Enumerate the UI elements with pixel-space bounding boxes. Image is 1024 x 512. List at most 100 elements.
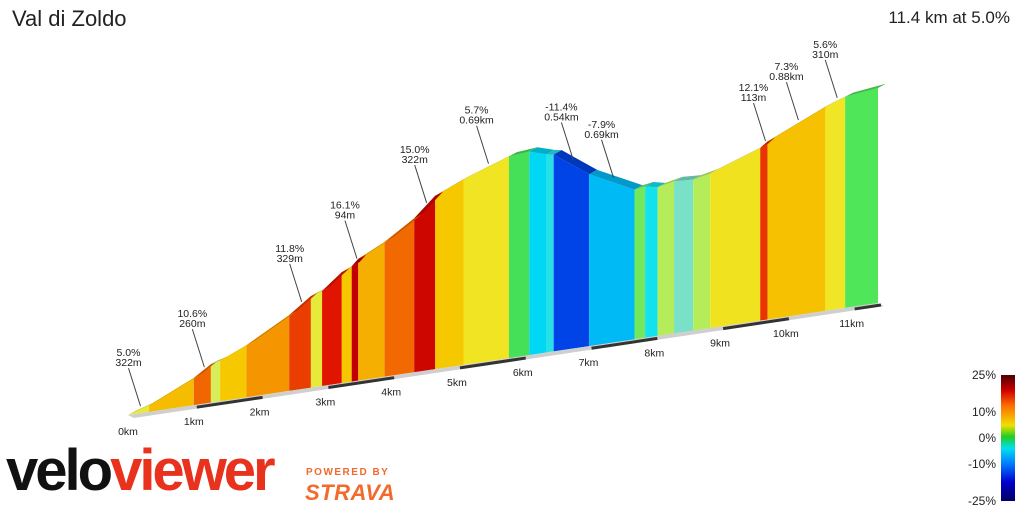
profile-top-surface (358, 237, 393, 259)
annotation-leader (601, 139, 615, 178)
annotation-length: 310m (812, 49, 839, 61)
profile-top-surface (546, 149, 562, 155)
x-tick-label: 4km (381, 387, 401, 399)
annotation-length: 322m (402, 154, 429, 166)
gradient-segment (657, 181, 675, 336)
annotation-leader (785, 81, 799, 121)
annotation-length: 260m (179, 318, 206, 330)
annotation-leader (289, 263, 303, 303)
x-tick-label: 8km (644, 347, 664, 359)
x-tick-label: 9km (710, 338, 730, 350)
profile-top-surface (508, 147, 538, 157)
legend-label-10: 10% (971, 405, 996, 419)
gradient-segment (634, 186, 646, 340)
gradient-segment (845, 88, 878, 308)
annotation-grade: 10.6% (177, 308, 207, 320)
km-bar (196, 395, 263, 409)
veloviewer-logo: veloviewer (6, 438, 276, 503)
gradient-segment (825, 96, 846, 311)
annotation-length: 0.88km (769, 71, 804, 83)
profile-top-surface (246, 310, 298, 346)
km-bar (328, 376, 395, 390)
legend-label-neg10: -10% (967, 457, 996, 471)
gradient-segment (310, 290, 323, 388)
gradient-segment (463, 156, 509, 365)
annotation-grade: 5.0% (117, 347, 141, 359)
gradient-segment (351, 258, 359, 382)
page-title: Val di Zoldo (12, 6, 127, 31)
annotation-leader (414, 164, 428, 204)
profile-top-surface (693, 168, 719, 180)
km-bar (459, 356, 526, 370)
gradient-segment (358, 241, 385, 381)
annotation-grade: -11.4% (545, 101, 578, 113)
profile-top-surface (845, 83, 886, 97)
x-tick-label: 7km (579, 357, 599, 369)
climb-summary: 11.4 km at 5.0% (888, 8, 1010, 27)
profile-top-surface (529, 147, 555, 155)
gradient-segment (322, 272, 342, 387)
gradient-segment (710, 147, 761, 329)
profile-top-surface (322, 267, 350, 291)
profile-top-surface (210, 356, 229, 365)
annotation-grade: 15.0% (400, 144, 430, 156)
annotation-grade: 12.1% (739, 82, 769, 94)
gradient-segment (589, 174, 635, 347)
profile-top-surface (674, 175, 702, 182)
km-bar (591, 336, 658, 350)
annotation-length: 329m (277, 253, 304, 265)
x-tick-label: 10km (773, 328, 799, 340)
profile-top-surface (634, 182, 654, 190)
gradient-segment (674, 179, 694, 334)
profile-top-surface (220, 340, 255, 361)
x-tick-label: 3km (315, 397, 335, 409)
profile-top-surface (128, 400, 158, 415)
gradient-segment (149, 377, 194, 412)
profile-top-surface (760, 137, 776, 148)
gradient-segment (693, 173, 711, 331)
profile-top-surface (414, 191, 444, 219)
gradient-segment (508, 151, 530, 359)
gradient-segment (341, 266, 352, 384)
gradient-segment (246, 315, 290, 398)
gradient-segment (220, 345, 247, 402)
profile-top-surface (589, 169, 643, 190)
annotation-length: 322m (115, 357, 142, 369)
gradient-segment (760, 141, 768, 321)
x-tick-label: 5km (447, 377, 467, 389)
profile-top-surface (435, 174, 472, 196)
profile-top-surface (657, 176, 683, 188)
km-bar (722, 317, 790, 331)
profile-top-surface (645, 182, 666, 188)
annotation-leader (128, 368, 142, 407)
annotation-length: 0.54km (544, 111, 579, 123)
annotation-length: 113m (741, 92, 767, 104)
gradient-segment (128, 405, 150, 415)
gradient-segment (289, 296, 311, 391)
annotation-leader (191, 328, 205, 368)
x-tick-label: 6km (513, 367, 533, 379)
annotation-leader (753, 102, 767, 142)
gradient-segment (767, 106, 826, 320)
legend-label-max: 25% (971, 368, 996, 382)
legend-label-0: 0% (978, 431, 996, 445)
profile-top-surface (289, 291, 319, 316)
annotation-leader (344, 220, 358, 259)
profile-top-surface (767, 102, 834, 142)
profile-top-surface (553, 150, 598, 175)
profile-top-surface (384, 213, 423, 242)
profile-top-surface (193, 359, 219, 378)
annotation-leader (476, 125, 490, 164)
annotation-grade: 11.8% (275, 243, 304, 255)
annotation-grade: 7.3% (774, 61, 798, 73)
gradient-segment (193, 364, 211, 406)
profile-top-surface (341, 262, 360, 273)
annotation-grade: -7.9% (588, 119, 615, 131)
strava-logo: STRAVA (305, 480, 396, 505)
annotation-length: 94m (335, 210, 356, 222)
gradient-segment (414, 195, 436, 373)
gradient-segment (553, 154, 590, 352)
gradient-segment (210, 360, 221, 403)
gradient-segment (645, 186, 658, 338)
